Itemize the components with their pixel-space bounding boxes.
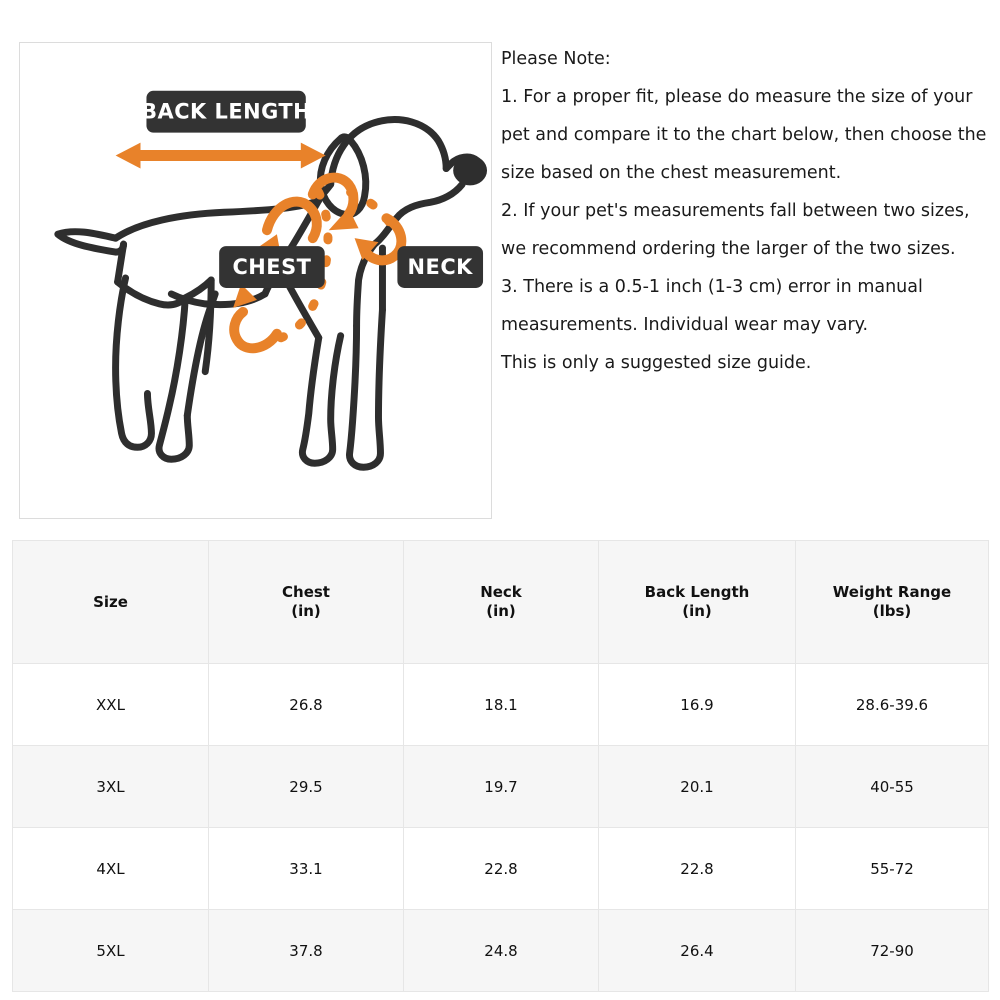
notes-heading: Please Note: xyxy=(501,49,611,69)
column-header-chest: Chest (in) xyxy=(208,540,404,664)
column-header-back-length-line2: (in) xyxy=(682,602,712,620)
column-header-back-length: Back Length (in) xyxy=(598,540,796,664)
column-header-chest-line2: (in) xyxy=(291,602,321,620)
table-row: 5XL 37.8 24.8 26.4 72-90 xyxy=(12,909,989,992)
cell-back-length: 20.1 xyxy=(598,745,796,828)
column-header-weight-range-line2: (lbs) xyxy=(872,602,912,620)
notes-line-3: size based on the chest measurement. xyxy=(501,163,842,183)
column-header-chest-line1: Chest xyxy=(282,583,330,601)
table-row: XXL 26.8 18.1 16.9 28.6-39.6 xyxy=(12,663,989,746)
notes-line-8: This is only a suggested size guide. xyxy=(501,353,812,373)
notes-line-1: 1. For a proper fit, please do measure t… xyxy=(501,87,973,107)
dog-diagram-svg: BACK LENGTH CHEST NECK xyxy=(54,90,488,471)
column-header-weight-range: Weight Range (lbs) xyxy=(795,540,989,664)
neck-upper-arrow-icon xyxy=(307,172,359,220)
notes-line-7: measurements. Individual wear may vary. xyxy=(501,315,869,335)
cell-neck: 19.7 xyxy=(403,745,599,828)
neck-lower-arrow-head-icon xyxy=(354,238,379,261)
neck-upper-arrow-head-icon xyxy=(328,208,359,231)
cell-weight-range: 55-72 xyxy=(795,827,989,910)
table-row: 4XL 33.1 22.8 22.8 55-72 xyxy=(12,827,989,910)
cell-chest: 33.1 xyxy=(208,827,404,910)
please-note-block: Please Note: 1. For a proper fit, please… xyxy=(501,40,1000,382)
dog-outline-icon xyxy=(54,116,488,471)
notes-line-6: 3. There is a 0.5-1 inch (1-3 cm) error … xyxy=(501,277,923,297)
badge-chest: CHEST xyxy=(219,246,325,288)
column-header-neck-line2: (in) xyxy=(486,602,516,620)
cell-weight-range: 28.6-39.6 xyxy=(795,663,989,746)
cell-chest: 37.8 xyxy=(208,909,404,992)
notes-line-5: we recommend ordering the larger of the … xyxy=(501,239,956,259)
column-header-back-length-line1: Back Length xyxy=(644,583,750,601)
cell-neck: 24.8 xyxy=(403,909,599,992)
column-header-size: Size xyxy=(12,540,209,664)
badge-back-length: BACK LENGTH xyxy=(141,90,311,133)
table-header-row: Size Chest (in) Neck (in) Back Length (i… xyxy=(12,540,989,664)
column-header-neck: Neck (in) xyxy=(403,540,599,664)
chest-lower-arrow-icon xyxy=(229,306,282,354)
neck-lower-arrow-icon xyxy=(359,213,407,266)
dog-measurement-diagram: BACK LENGTH CHEST NECK xyxy=(19,42,492,519)
column-header-neck-line1: Neck xyxy=(480,583,522,601)
cell-size: XXL xyxy=(12,663,209,746)
badge-neck-label: NECK xyxy=(408,255,474,279)
size-chart-table: Size Chest (in) Neck (in) Back Length (i… xyxy=(12,540,989,992)
chest-arrow-icon xyxy=(261,196,322,244)
cell-back-length: 16.9 xyxy=(598,663,796,746)
cell-size: 5XL xyxy=(12,909,209,992)
badge-chest-label: CHEST xyxy=(232,255,311,279)
table-row: 3XL 29.5 19.7 20.1 40-55 xyxy=(12,745,989,828)
cell-size: 3XL xyxy=(12,745,209,828)
cell-chest: 29.5 xyxy=(208,745,404,828)
cell-size: 4XL xyxy=(12,827,209,910)
back-length-arrow-icon xyxy=(115,142,326,169)
column-header-size-line1: Size xyxy=(93,592,128,611)
cell-weight-range: 40-55 xyxy=(795,745,989,828)
cell-neck: 22.8 xyxy=(403,827,599,910)
cell-weight-range: 72-90 xyxy=(795,909,989,992)
column-header-weight-range-line1: Weight Range xyxy=(832,583,952,601)
chest-lower-arrow-head-icon xyxy=(233,283,257,308)
cell-chest: 26.8 xyxy=(208,663,404,746)
badge-back-length-label: BACK LENGTH xyxy=(141,100,311,124)
cell-back-length: 22.8 xyxy=(598,827,796,910)
notes-line-2: pet and compare it to the chart below, t… xyxy=(501,125,987,145)
badge-neck: NECK xyxy=(397,246,484,288)
cell-neck: 18.1 xyxy=(403,663,599,746)
notes-line-4: 2. If your pet's measurements fall betwe… xyxy=(501,201,970,221)
cell-back-length: 26.4 xyxy=(598,909,796,992)
